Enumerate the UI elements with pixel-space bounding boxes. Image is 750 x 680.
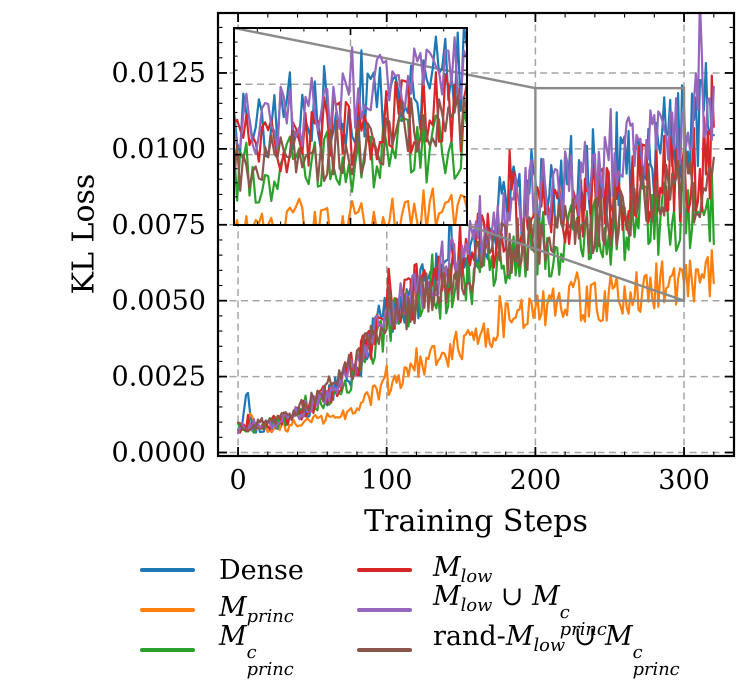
series-line-m-low-union-m-princ-c	[237, 13, 715, 435]
legend-label-m-princ: Mprinc	[219, 592, 294, 627]
math-var: M	[219, 621, 247, 653]
legend-entry-dense: Dense	[140, 550, 304, 590]
math-sub: low	[460, 566, 493, 588]
x-tick-label-200: 200	[510, 465, 562, 496]
math-var: M	[219, 592, 247, 624]
math-subsup: c princ	[559, 601, 607, 640]
legend-swatch-dense	[140, 568, 195, 572]
math-var: M	[604, 621, 633, 653]
inset-series-line-m-low-union-m-princ-c	[234, 36, 467, 156]
inset-axes	[233, 27, 468, 226]
inset-series-line-m-princ	[234, 187, 467, 225]
zoom-region-rect	[534, 86, 686, 302]
math-sub: princ	[246, 606, 294, 628]
math-var: M	[433, 552, 461, 584]
math-var: M	[433, 581, 461, 613]
math-plain: ∪	[565, 621, 605, 653]
x-axis-label: Training Steps	[364, 504, 588, 539]
legend-entry-m-low: Mlow	[357, 550, 680, 590]
zoom-connector-bottom	[466, 223, 685, 302]
main-series-lines	[237, 13, 715, 435]
y-tick-label-0.0025: 0.0025	[112, 362, 206, 393]
math-plain: rand-	[433, 621, 506, 653]
math-var: M	[505, 621, 534, 653]
math-subsup: c princ	[632, 641, 680, 680]
legend-label-m-low: Mlow	[433, 552, 492, 587]
legend-swatch-m-princ-c	[140, 648, 195, 652]
inset-series-line-rand-m-low-union-m-princ-c	[234, 94, 467, 192]
series-line-m-princ-c	[237, 170, 715, 434]
math-plain: Dense	[219, 554, 304, 586]
y-tick-label-0.0050: 0.0050	[112, 286, 206, 317]
y-tick-label-0.0100: 0.0100	[112, 134, 206, 165]
zoom-connector-through-inset	[234, 28, 467, 76]
main-axis-ticks	[218, 13, 734, 456]
x-tick-label-0: 0	[229, 465, 246, 496]
math-var: M	[532, 581, 560, 613]
legend-swatch-m-low-union-m-princ-c	[357, 608, 412, 612]
series-line-rand-m-low-union-m-princ-c	[237, 150, 715, 433]
inset-series-line-m-low	[234, 71, 467, 174]
x-tick-label-300: 300	[658, 465, 710, 496]
math-plain: ∪	[492, 581, 533, 613]
math-sub: low	[460, 595, 493, 617]
axis-tick-labels: 0 100 200 300 0.0000 0.0025 0.0050 0.0075 0.0100…	[112, 58, 710, 496]
y-tick-label-0.0125: 0.0125	[112, 58, 206, 89]
y-tick-label-0.0075: 0.0075	[112, 210, 206, 241]
math-subsup: c princ	[246, 641, 294, 680]
y-tick-label-0.0000: 0.0000	[112, 438, 206, 469]
math-sub: low	[533, 635, 566, 657]
legend-swatch-rand-m-low-union-m-princ-c	[357, 648, 412, 652]
inset-series-line-m-princ-c	[234, 108, 467, 204]
series-line-m-princ	[237, 249, 715, 434]
y-axis-label: KL Loss	[66, 173, 102, 295]
x-tick-label-100: 100	[361, 465, 413, 496]
legend-swatch-m-low	[357, 568, 412, 572]
legend-entry-m-princ: Mprinc	[140, 590, 304, 630]
kl-loss-line-chart: 0 100 200 300 0.0000 0.0025 0.0050 0.0075 0.0100…	[112, 11, 736, 496]
legend-label-dense: Dense	[219, 555, 304, 586]
legend-swatch-m-princ	[140, 608, 195, 612]
